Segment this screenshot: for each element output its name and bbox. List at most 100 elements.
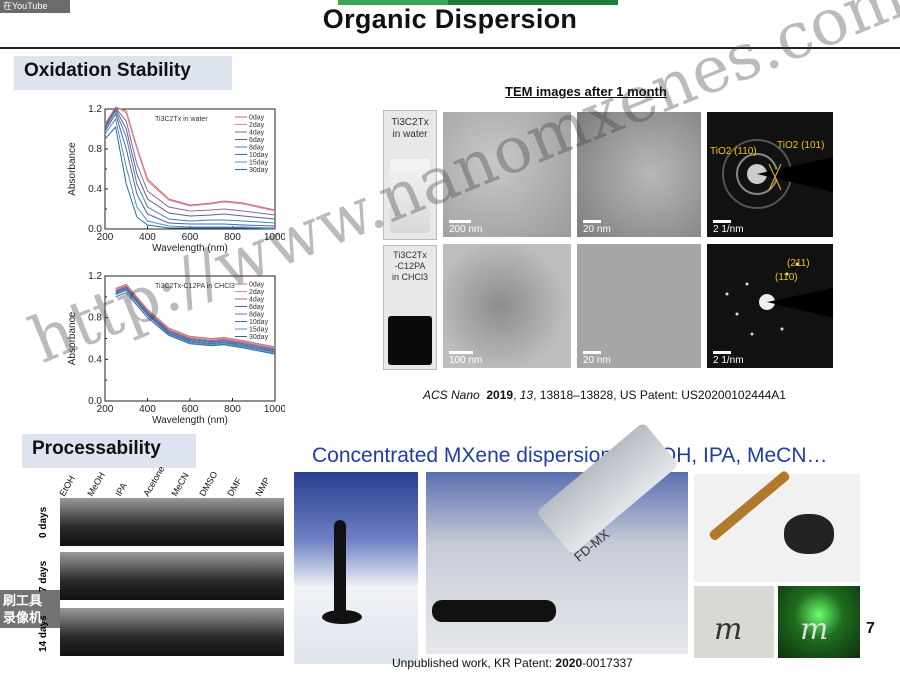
- citation-rest: , 13818–13828, US Patent: US20200102444A…: [533, 388, 786, 402]
- y-tick-label: 0.0: [88, 396, 102, 407]
- slide-title: Organic Dispersion: [322, 4, 578, 34]
- series-line-8day: [115, 287, 276, 352]
- citation2-rest: -0017337: [582, 656, 633, 670]
- series-line-6day: [115, 286, 276, 351]
- series-line-10day: [115, 288, 276, 353]
- photo-circuit-on: m: [778, 586, 860, 658]
- y-tick-label: 0.8: [88, 313, 102, 324]
- scale-label: 2 1/nm: [713, 224, 744, 235]
- section-oxidation-stability: Oxidation Stability: [14, 56, 232, 90]
- legend-label: 0day: [249, 115, 265, 122]
- legend-label: 30day: [249, 334, 269, 341]
- solvent-label: MeOH: [85, 470, 108, 498]
- x-tick-label: 800: [224, 404, 241, 415]
- vial-chcl3-label-1: Ti3C2Tx: [393, 250, 427, 260]
- legend-label: 8day: [249, 145, 265, 152]
- tem-image-1: 200 nm: [443, 112, 571, 237]
- x-tick-label: 1000: [264, 404, 285, 415]
- section-processability: Processability: [22, 434, 196, 468]
- solvent-label: EtOH: [57, 473, 78, 498]
- saed-label-tio2-101: TiO2 (101): [777, 140, 825, 151]
- citation-kr-patent: Unpublished work, KR Patent: 2020-001733…: [392, 656, 633, 670]
- legend-label: 10day: [249, 319, 269, 326]
- series-line-10day: [104, 112, 276, 227]
- legend-label: 15day: [249, 160, 269, 167]
- solvent-labels: EtOH MeOH IPA Acetone MeCN DMSO DMF NMP: [57, 464, 292, 500]
- chart-title: Ti3C2Tx-C12PA in CHCl3: [155, 283, 235, 290]
- chart-title: Ti3C2Tx in water: [155, 116, 208, 123]
- x-tick-label: 600: [182, 232, 199, 243]
- series-line-15day: [115, 289, 276, 354]
- vial-water-label-2: in water: [392, 129, 428, 140]
- x-tick-label: 800: [224, 232, 241, 243]
- scale-label: 20 nm: [583, 224, 611, 235]
- x-tick-label: 200: [97, 404, 114, 415]
- series-line-2day: [115, 284, 276, 349]
- x-tick-label: 600: [182, 404, 199, 415]
- scale-label: 200 nm: [449, 224, 483, 235]
- y-axis-label: Absorbance: [67, 311, 78, 365]
- solvent-label: DMSO: [197, 469, 220, 498]
- citation-year: 2019: [486, 388, 514, 402]
- series-line-4day: [115, 285, 276, 350]
- solvent-label: DMF: [225, 476, 244, 498]
- x-tick-label: 200: [97, 232, 114, 243]
- chart-water: 200 400 600 800 1000 0.0 0.4 0.8 1.2 Wavelength (…: [67, 104, 285, 254]
- saed-label-211: (211): [787, 258, 810, 269]
- vial-grid: 0 days 7 days 14 days: [38, 498, 286, 658]
- citation2-year: 2020: [555, 656, 583, 670]
- photo-paste-tube: FD-MX: [426, 422, 688, 654]
- series-line-30day: [104, 125, 276, 230]
- legend-label: 8day: [249, 312, 265, 319]
- vial-chcl3: Ti3C2Tx -C12PA in CHCl3: [383, 245, 437, 370]
- chart-chcl3: 200 400 600 800 1000 0.0 0.4 0.8 1.2 Wavelength (…: [67, 271, 285, 426]
- solvent-label: IPA: [113, 481, 129, 498]
- scale-label: 2 1/nm: [713, 355, 744, 366]
- y-tick-label: 1.2: [88, 104, 102, 115]
- legend-label: 6day: [249, 137, 265, 144]
- series-line-6day: [104, 107, 276, 220]
- saed-label-110: (110): [775, 272, 798, 283]
- x-axis-label: Wavelength (nm): [152, 415, 228, 426]
- vial-water: Ti3C2Tx in water: [383, 110, 437, 240]
- x-tick-label: 400: [139, 232, 156, 243]
- tem-image-4: 20 nm: [577, 244, 701, 368]
- citation-journal: ACS Nano: [423, 388, 480, 402]
- legend-label: 2day: [249, 122, 265, 129]
- days-label-7: 7 days: [38, 560, 49, 592]
- saed-label-tio2-110: TiO2 (110): [710, 146, 757, 157]
- legend-label: 10day: [249, 152, 269, 159]
- saed-pattern-2: (211) (110) 2 1/nm: [707, 244, 833, 368]
- vial-row-14days: [60, 608, 284, 656]
- tem-heading: TEM images after 1 month: [505, 84, 667, 99]
- y-tick-label: 0.8: [88, 144, 102, 155]
- y-tick-label: 1.2: [88, 271, 102, 282]
- citation2-prefix: Unpublished work, KR Patent:: [392, 656, 556, 670]
- scale-label: 20 nm: [583, 355, 611, 366]
- citation-acs-nano: ACS Nano 2019, 13, 13818–13828, US Paten…: [423, 388, 786, 402]
- solvent-label: Acetone: [141, 464, 167, 498]
- youtube-overlay[interactable]: 在YouTube: [0, 0, 70, 13]
- x-axis-label: Wavelength (nm): [152, 243, 228, 254]
- y-axis-label: Absorbance: [67, 142, 78, 196]
- y-tick-label: 0.0: [88, 224, 102, 235]
- series-line-8day: [104, 109, 276, 224]
- tem-image-3: 100 nm: [443, 244, 571, 368]
- y-tick-label: 0.4: [88, 184, 102, 195]
- days-label-0: 0 days: [38, 506, 49, 538]
- citation-volume: 13: [519, 388, 534, 402]
- vial-chcl3-label-3: in CHCl3: [391, 272, 428, 282]
- series-line-15day: [104, 117, 276, 229]
- saed-pattern-1: TiO2 (110) TiO2 (101) 2 1/nm: [707, 112, 833, 237]
- legend-label: 4day: [249, 297, 265, 304]
- legend-label: 15day: [249, 327, 269, 334]
- legend-label: 4day: [249, 130, 265, 137]
- vial-row-0days: [60, 498, 284, 546]
- legend-label: 30day: [249, 167, 269, 174]
- vial-chcl3-label-2: -C12PA: [394, 261, 426, 271]
- concentrated-heading: Concentrated MXene dispersion in EtOH, I…: [312, 444, 828, 467]
- y-tick-label: 0.4: [88, 354, 102, 365]
- scale-label: 100 nm: [449, 355, 483, 366]
- solvent-label: MeCN: [169, 470, 191, 498]
- tem-image-2: 20 nm: [577, 112, 701, 237]
